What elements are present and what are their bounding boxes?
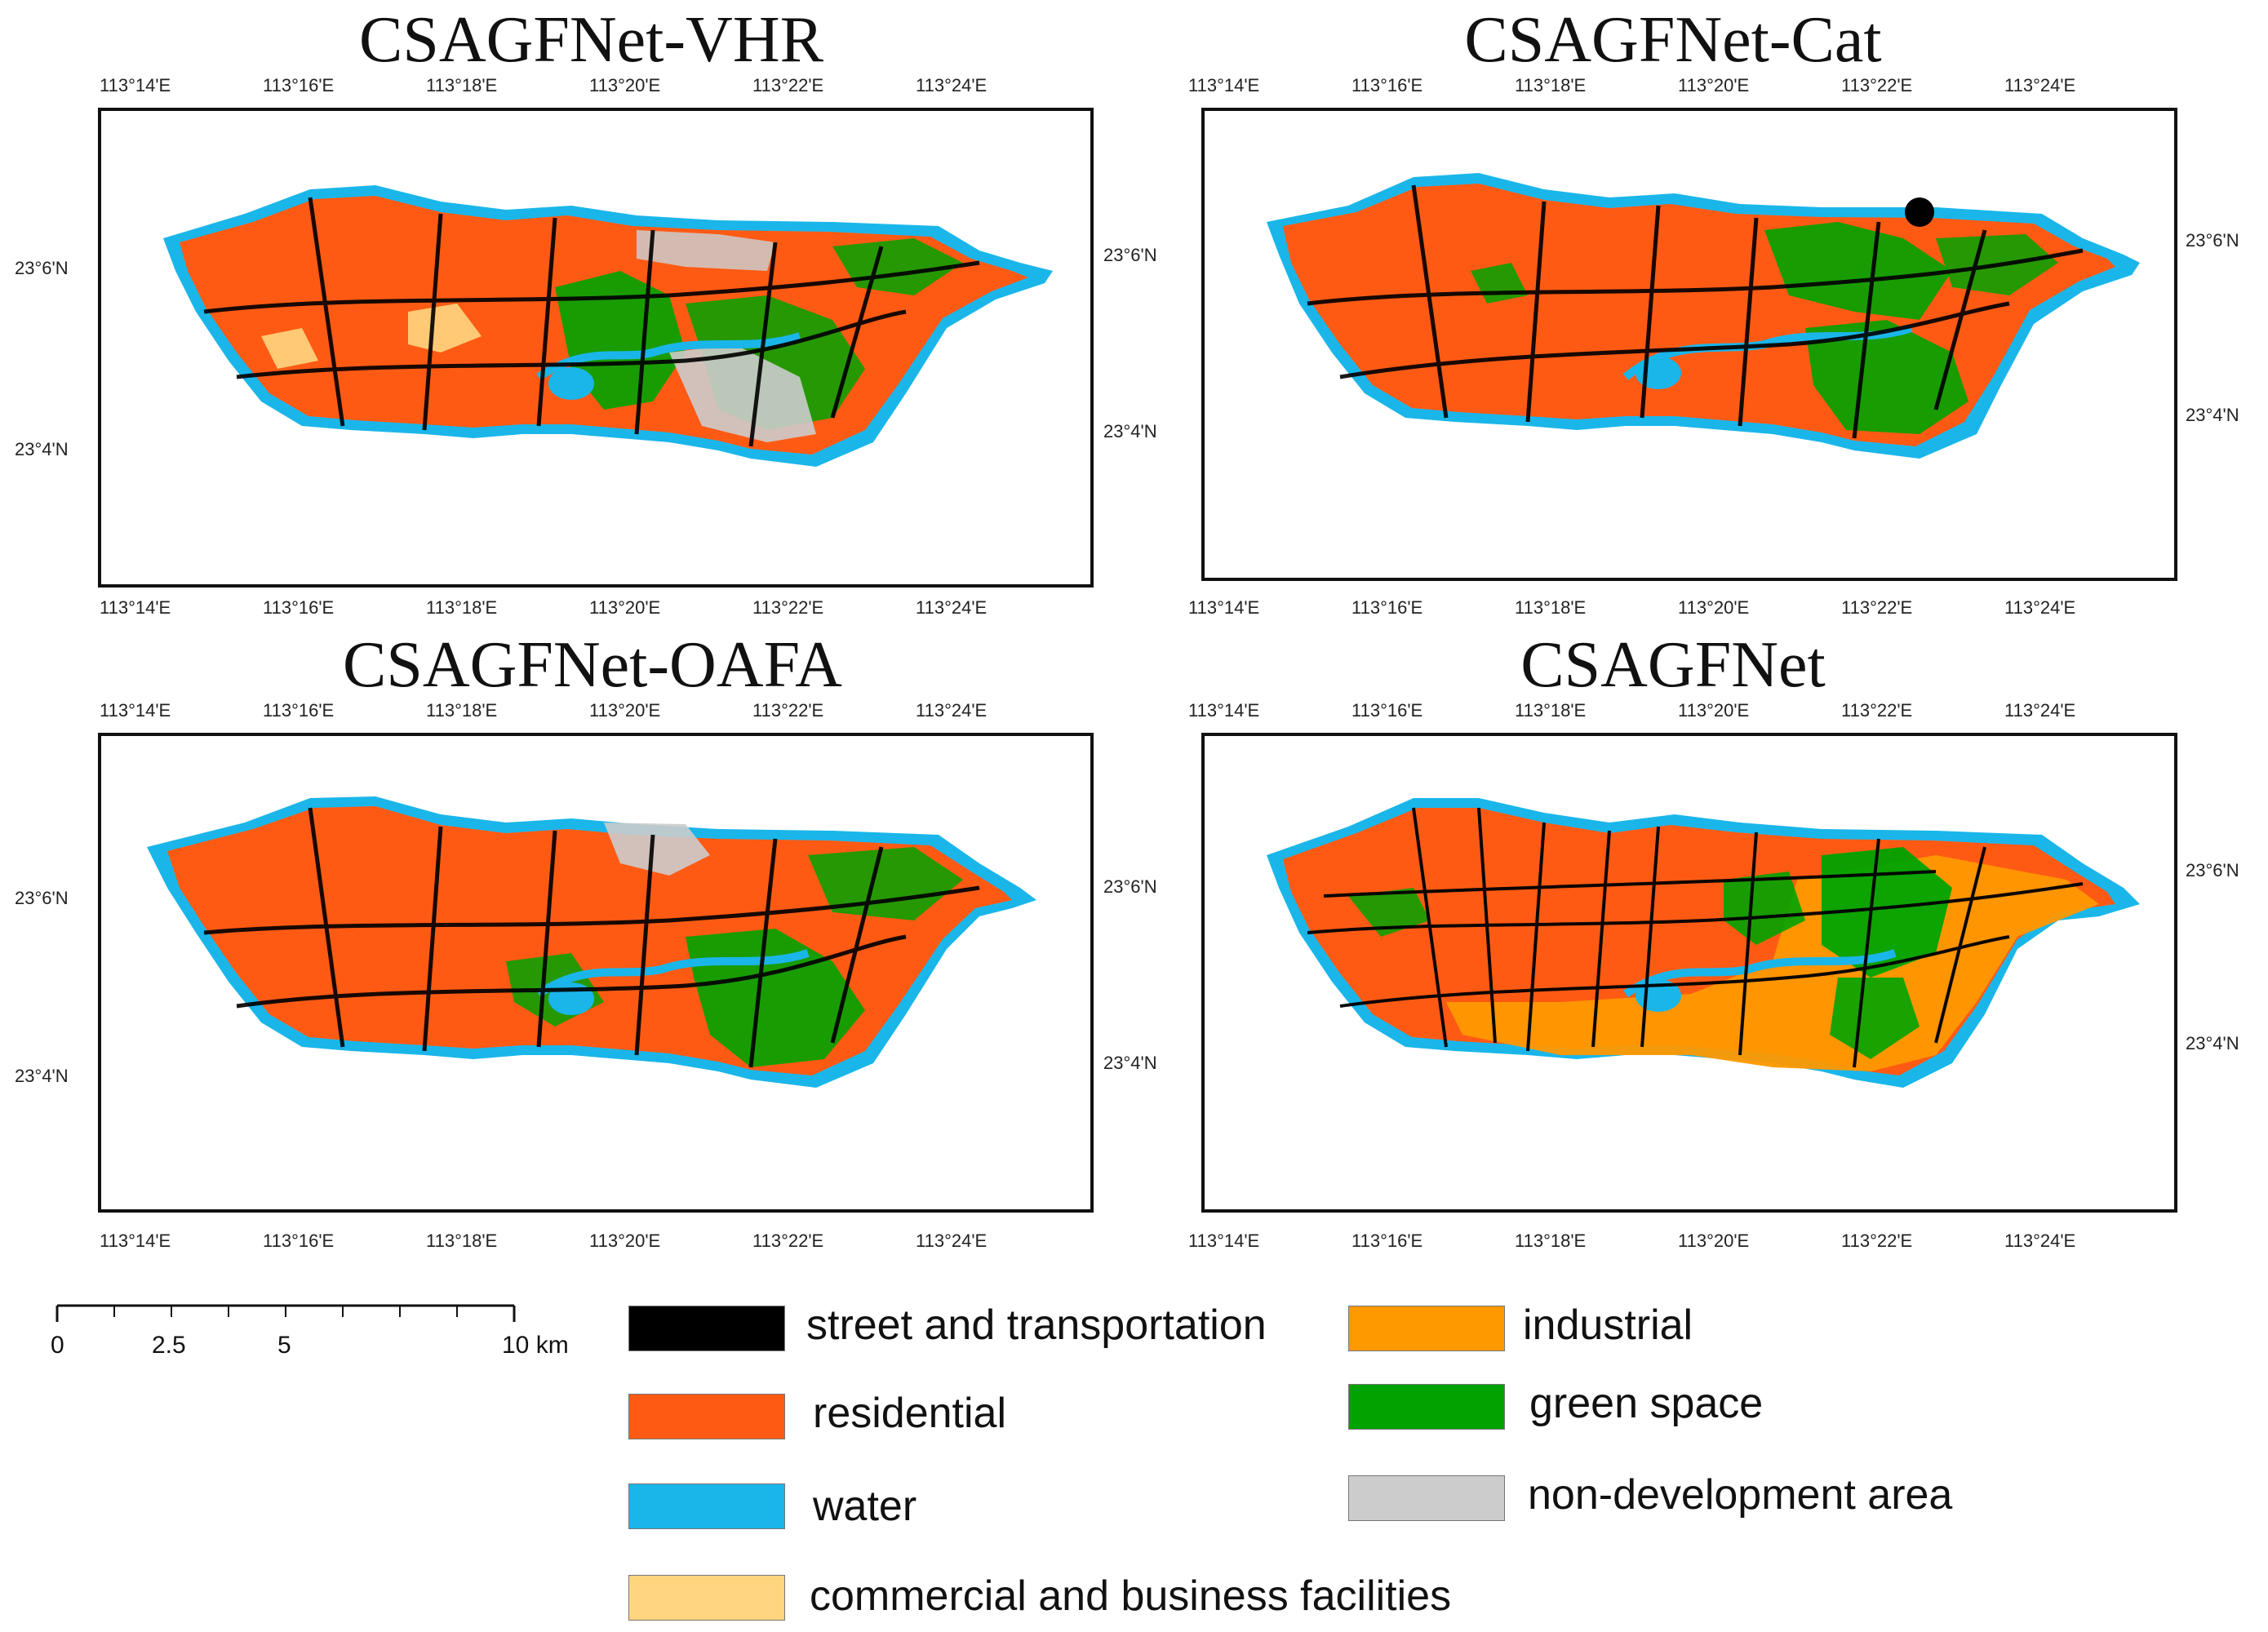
lon-top-label: 113°14'E: [1188, 700, 1260, 721]
lon-top-label: 113°18'E: [426, 700, 498, 721]
lon-bottom-label: 113°22'E: [1841, 1231, 1913, 1251]
lon-top-label: 113°22'E: [752, 75, 824, 95]
scale-label: 2.5: [152, 1332, 186, 1359]
lon-bottom-label: 113°18'E: [1515, 1231, 1587, 1251]
lon-top-label: 113°18'E: [1515, 75, 1587, 95]
panel-title: CSAGFNet-VHR: [359, 4, 823, 76]
legend-label: green space: [1529, 1380, 1764, 1427]
lat-left-label: 23°4'N: [15, 1066, 69, 1086]
legend-swatch: [1348, 1475, 1505, 1521]
lat-right-label: 23°4'N: [2186, 1033, 2239, 1053]
scale-label: 10 km: [502, 1332, 569, 1359]
lon-top-label: 113°16'E: [1351, 75, 1423, 95]
map-frame: [1201, 733, 2177, 1213]
lon-bottom-label: 113°16'E: [263, 597, 335, 618]
lat-left-label: 23°6'N: [15, 258, 69, 278]
lon-bottom-label: 113°16'E: [1351, 1231, 1423, 1251]
lat-left-label: 23°6'N: [15, 888, 69, 908]
lat-left-label: 23°4'N: [15, 439, 69, 459]
lon-top-label: 113°18'E: [426, 75, 498, 95]
legend-swatch: [628, 1575, 785, 1621]
panel-title: CSAGFNet-Cat: [1464, 4, 1882, 76]
lon-top-label: 113°20'E: [1678, 700, 1750, 721]
lon-top-label: 113°22'E: [1841, 700, 1913, 721]
map-frame: [1201, 108, 2177, 581]
lon-top-label: 113°14'E: [100, 700, 171, 721]
lon-top-label: 113°14'E: [1188, 75, 1260, 95]
scale-label: 0: [51, 1332, 64, 1359]
lon-top-label: 113°14'E: [100, 75, 171, 95]
lon-bottom-label: 113°14'E: [100, 1231, 171, 1251]
legend-label: non-development area: [1528, 1471, 1953, 1519]
lon-top-label: 113°16'E: [263, 700, 335, 721]
lon-bottom-label: 113°18'E: [1515, 597, 1587, 618]
lon-top-label: 113°22'E: [752, 700, 824, 721]
lon-bottom-label: 113°24'E: [2004, 597, 2076, 618]
legend-swatch: [1348, 1384, 1505, 1430]
lon-top-label: 113°24'E: [2004, 75, 2076, 95]
lon-top-label: 113°22'E: [1841, 75, 1913, 95]
lon-top-label: 113°18'E: [1515, 700, 1587, 721]
lon-top-label: 113°16'E: [263, 75, 335, 95]
legend-swatch: [628, 1394, 785, 1439]
lon-bottom-label: 113°16'E: [263, 1231, 335, 1251]
lon-bottom-label: 113°14'E: [1188, 597, 1260, 618]
lon-bottom-label: 113°18'E: [426, 1231, 498, 1251]
legend-label: street and transportation: [806, 1302, 1267, 1349]
scale-bar-line: [55, 1304, 516, 1322]
lat-right-label: 23°6'N: [1103, 245, 1157, 265]
lat-right-label: 23°4'N: [1103, 1053, 1157, 1073]
lon-top-label: 113°24'E: [2004, 700, 2076, 721]
map-frame: [98, 733, 1094, 1213]
lat-right-label: 23°6'N: [2186, 230, 2239, 251]
lon-bottom-label: 113°22'E: [752, 1231, 824, 1251]
lon-bottom-label: 113°20'E: [1678, 1231, 1750, 1251]
legend-label: residential: [813, 1390, 1007, 1437]
legend-swatch: [628, 1306, 785, 1351]
map-frame: [98, 108, 1094, 588]
lat-right-label: 23°4'N: [1103, 421, 1157, 441]
lon-bottom-label: 113°24'E: [916, 597, 988, 618]
lon-bottom-label: 113°24'E: [916, 1231, 988, 1251]
lon-bottom-label: 113°14'E: [100, 597, 171, 618]
legend-swatch: [628, 1483, 785, 1529]
lon-top-label: 113°20'E: [589, 75, 661, 95]
lat-right-label: 23°6'N: [2186, 860, 2239, 880]
panel-title: CSAGFNet: [1520, 629, 1826, 701]
lon-bottom-label: 113°16'E: [1351, 597, 1423, 618]
lon-top-label: 113°24'E: [916, 75, 988, 95]
lon-bottom-label: 113°22'E: [1841, 597, 1913, 618]
lon-top-label: 113°16'E: [1351, 700, 1423, 721]
legend-label: water: [813, 1483, 917, 1530]
lon-top-label: 113°20'E: [589, 700, 661, 721]
lon-bottom-label: 113°18'E: [426, 597, 498, 618]
legend-label: commercial and business facilities: [810, 1572, 1452, 1620]
lon-bottom-label: 113°20'E: [589, 597, 661, 618]
scale-label: 5: [277, 1332, 291, 1359]
legend-label: industrial: [1523, 1302, 1693, 1349]
lon-bottom-label: 113°20'E: [589, 1231, 661, 1251]
lon-top-label: 113°24'E: [916, 700, 988, 721]
lon-bottom-label: 113°14'E: [1188, 1231, 1260, 1251]
legend-swatch: [1348, 1306, 1505, 1351]
scale-bar: 0 2.5 5 10 km: [49, 1297, 620, 1371]
lon-bottom-label: 113°22'E: [752, 597, 824, 618]
panel-title: CSAGFNet-OAFA: [343, 629, 842, 701]
lat-right-label: 23°6'N: [1103, 876, 1157, 897]
lon-top-label: 113°20'E: [1678, 75, 1750, 95]
lat-right-label: 23°4'N: [2186, 405, 2239, 425]
lon-bottom-label: 113°24'E: [2004, 1231, 2076, 1251]
lon-bottom-label: 113°20'E: [1678, 597, 1750, 618]
